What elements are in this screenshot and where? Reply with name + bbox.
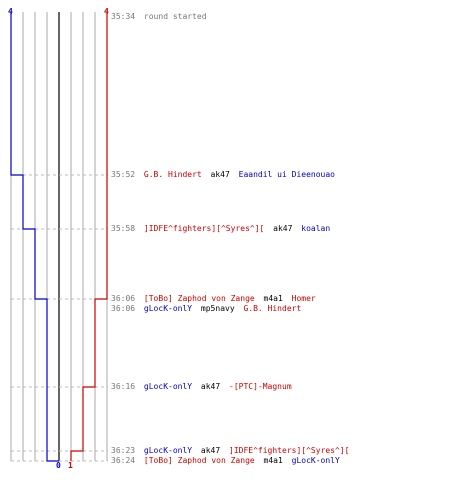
event-victim: Eaandil ui Dieenouao (239, 170, 336, 179)
blue-start-count: 4 (8, 7, 13, 16)
event-victim: koalan (301, 224, 330, 233)
event-row: 35:52 G.B. Hindert ak47 Eaandil ui Dieen… (111, 170, 335, 179)
event-weapon: mp5navy (201, 304, 235, 313)
event-time: 35:52 (111, 170, 135, 179)
event-killer: [ToBo] Zaphod von Zange (144, 456, 255, 465)
event-time: 36:24 (111, 456, 135, 465)
event-row: 36:24 [ToBo] Zaphod von Zange m4a1 gLocK… (111, 456, 340, 465)
event-time: 36:23 (111, 446, 135, 455)
event-weapon: ak47 (201, 382, 220, 391)
event-killer: [ToBo] Zaphod von Zange (144, 294, 255, 303)
blue-end-count: 0 (56, 461, 61, 470)
event-weapon: ak47 (201, 446, 220, 455)
event-row: 35:34 round started (111, 12, 207, 21)
red-end-count: 1 (68, 461, 73, 470)
event-row: 36:06 [ToBo] Zaphod von Zange m4a1 Homer (111, 294, 316, 303)
event-time: 35:34 (111, 12, 135, 21)
event-time: 36:06 (111, 304, 135, 313)
event-victim: gLocK-onlY (292, 456, 340, 465)
event-row: 36:16 gLocK-onlY ak47 -[PTC]-Magnum (111, 382, 292, 391)
blue-team-step-line (10, 12, 59, 462)
event-killer: ]IDFE^fighters][^Syres^][ (144, 224, 264, 233)
event-killer: G.B. Hindert (144, 170, 202, 179)
kill-feed: 35:34 round started 35:52 G.B. Hindert a… (111, 12, 349, 465)
red-team-step-line (70, 12, 108, 461)
event-killer: gLocK-onlY (144, 382, 192, 391)
event-time: 36:16 (111, 382, 135, 391)
event-text: round started (144, 12, 207, 21)
event-row: 36:06 gLocK-onlY mp5navy G.B. Hindert (111, 304, 301, 313)
event-weapon: ak47 (211, 170, 230, 179)
event-victim: G.B. Hindert (243, 304, 301, 313)
event-weapon: m4a1 (264, 294, 283, 303)
event-weapon: m4a1 (264, 456, 283, 465)
event-time: 36:06 (111, 294, 135, 303)
event-victim: ]IDFE^fighters][^Syres^][ (229, 446, 349, 455)
player-count-grid (10, 12, 108, 461)
event-killer: gLocK-onlY (144, 446, 192, 455)
event-time: 35:58 (111, 224, 135, 233)
event-weapon: ak47 (273, 224, 292, 233)
event-victim: Homer (292, 294, 316, 303)
red-start-count: 4 (104, 7, 109, 16)
event-row: 35:58 ]IDFE^fighters][^Syres^][ ak47 koa… (111, 224, 330, 233)
event-row: 36:23 gLocK-onlY ak47 ]IDFE^fighters][^S… (111, 446, 349, 455)
event-killer: gLocK-onlY (144, 304, 192, 313)
event-victim: -[PTC]-Magnum (229, 382, 292, 391)
